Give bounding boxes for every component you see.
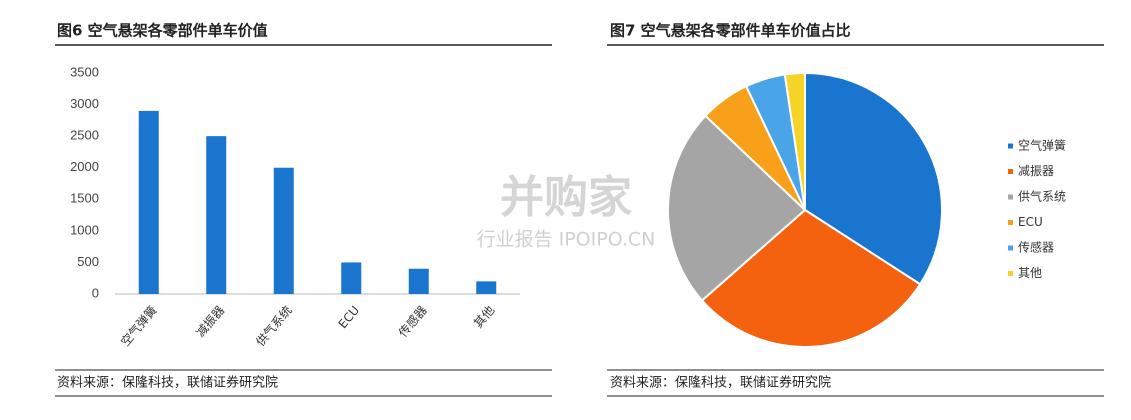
bar <box>206 136 227 294</box>
y-tick-label: 1000 <box>70 222 99 237</box>
chart-title: 图7 空气悬架各零部件单车价值占比 <box>610 22 851 40</box>
x-tick-label: 传感器 <box>395 303 430 340</box>
y-tick-label: 2500 <box>70 128 99 143</box>
y-tick-label: 2000 <box>70 159 99 174</box>
source: 资料来源：保隆科技，联储证券研究院 <box>57 375 278 391</box>
legend-swatch <box>1008 220 1013 225</box>
pie-slice <box>667 114 807 302</box>
y-tick-label: 0 <box>92 285 99 300</box>
pie-slice <box>700 208 922 348</box>
watermark: 并购家 <box>500 172 632 223</box>
legend-swatch <box>1008 271 1013 276</box>
watermark: 行业报告 IPOIPO.CN <box>477 229 656 251</box>
chart-title: 图6 空气悬架各零部件单车价值 <box>57 22 268 40</box>
bar <box>138 110 159 294</box>
bar <box>476 281 497 294</box>
bar <box>341 262 362 294</box>
legend-label: 传感器 <box>1018 240 1054 255</box>
legend-label: ECU <box>1018 215 1043 229</box>
y-tick-label: 3500 <box>70 64 99 79</box>
legend-swatch <box>1008 143 1013 149</box>
legend-label: 空气弹簧 <box>1018 138 1066 153</box>
legend-label: 其他 <box>1018 266 1042 280</box>
legend-swatch <box>1008 245 1013 251</box>
legend-swatch <box>1008 194 1013 200</box>
x-tick-label: 其他 <box>471 303 497 330</box>
y-tick-label: 3000 <box>70 96 99 111</box>
legend-swatch <box>1008 169 1013 174</box>
legend-label: 减振器 <box>1018 164 1054 178</box>
source: 资料来源：保隆科技，联储证券研究院 <box>610 375 831 391</box>
y-tick-label: 500 <box>77 254 99 269</box>
pie-slice <box>783 71 806 211</box>
x-tick-label: ECU <box>336 303 363 331</box>
x-tick-label: 供气系统 <box>252 303 294 349</box>
bar <box>408 268 429 294</box>
x-tick-label: 空气弹簧 <box>117 303 159 349</box>
legend-label: 供气系统 <box>1018 189 1066 204</box>
x-tick-label: 减振器 <box>193 303 227 340</box>
bar <box>273 167 294 294</box>
y-tick-label: 1500 <box>70 191 99 206</box>
